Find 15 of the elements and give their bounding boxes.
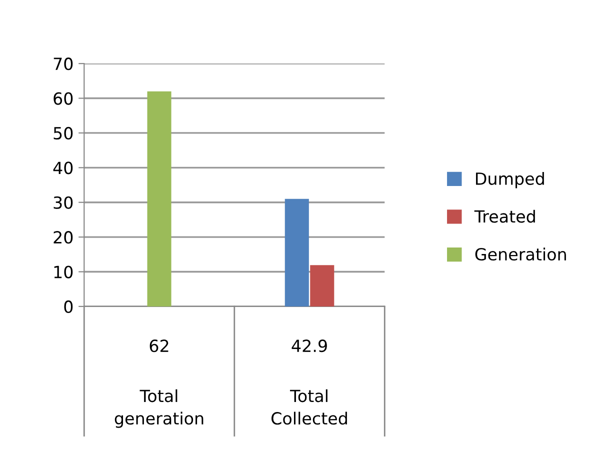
x-tick-label: Total generation (114, 389, 204, 428)
y-tick-label: 20 (54, 231, 73, 244)
legend-label: Dumped (476, 172, 544, 188)
legend-label: Generation (475, 248, 566, 261)
total-label: 62 (150, 340, 168, 352)
y-tick-label: 70 (54, 58, 73, 70)
y-tick-label: 60 (54, 92, 73, 105)
y-tick-label: 50 (54, 126, 73, 140)
y-tick-label: 0 (64, 300, 73, 314)
y-tick-label: 10 (54, 266, 73, 278)
y-tick-label: 40 (53, 162, 73, 174)
y-tick-label: 30 (54, 196, 73, 209)
x-tick-label: Total Collected (272, 389, 347, 425)
total-label: 42.9 (292, 340, 327, 352)
legend-label: Treated (474, 210, 535, 223)
